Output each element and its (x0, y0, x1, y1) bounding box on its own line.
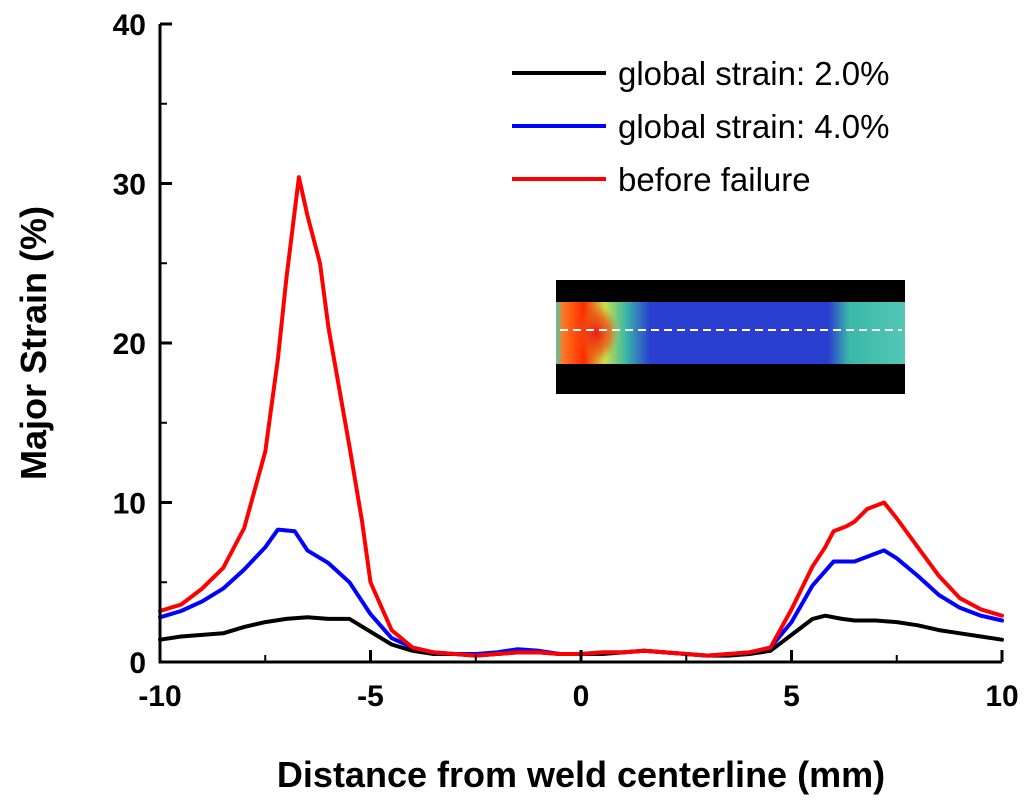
x-axis-title: Distance from weld centerline (mm) (277, 754, 885, 795)
x-tick-label: 10 (985, 680, 1018, 713)
x-tick-label: 5 (783, 680, 800, 713)
x-tick-label: -10 (138, 680, 181, 713)
legend-label-1: global strain: 2.0% (618, 55, 890, 92)
series-line-1 (158, 613, 1004, 658)
legend: global strain: 2.0% global strain: 4.0% be… (512, 55, 890, 198)
inset-strain-field-image (556, 280, 905, 394)
y-tick-label: 20 (113, 328, 146, 361)
x-tick-label: 0 (573, 680, 590, 713)
axes: 0 10 20 30 40 -10 -5 0 5 10 Distance from weld cen… (13, 9, 1019, 795)
legend-label-2: global strain: 4.0% (618, 108, 890, 145)
y-tick-label: 30 (113, 169, 146, 202)
series-line-3 (158, 175, 1004, 658)
x-tick-label: -5 (357, 680, 384, 713)
legend-label-3: before failure (618, 161, 811, 198)
y-tick-label: 0 (129, 647, 146, 680)
y-tick-label: 40 (113, 9, 146, 42)
series-line-2 (158, 527, 1004, 658)
y-tick-label: 10 (113, 488, 146, 521)
y-axis-title: Major Strain (%) (13, 206, 54, 480)
plot-area (158, 175, 1004, 658)
